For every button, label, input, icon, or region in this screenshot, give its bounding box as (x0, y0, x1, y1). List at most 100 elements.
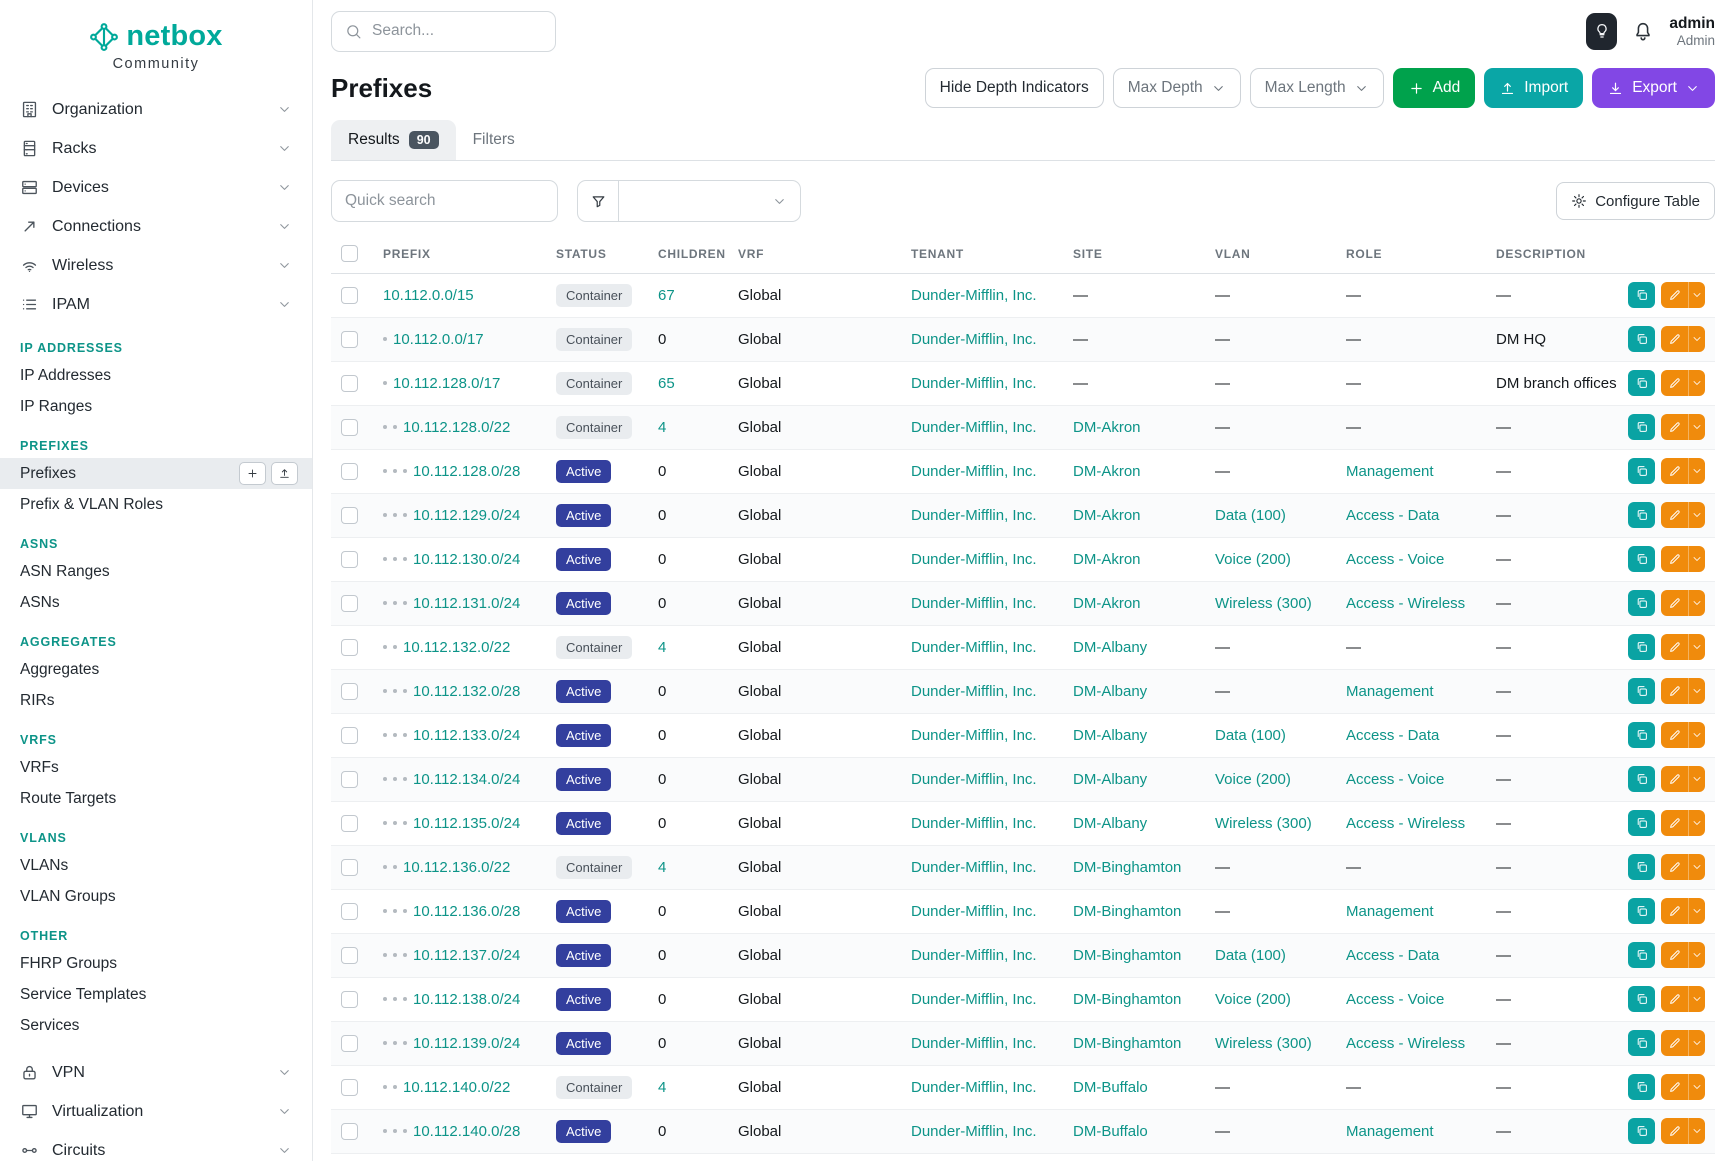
edit-dropdown-caret[interactable] (1688, 590, 1705, 616)
column-header-tenant[interactable]: TENANT (901, 235, 1063, 274)
select-all-checkbox[interactable] (341, 245, 358, 263)
clone-button[interactable] (1628, 678, 1655, 704)
prefix-link[interactable]: 10.112.128.0/17 (393, 374, 501, 392)
tenant-link[interactable]: Dunder-Mifflin, Inc. (911, 1078, 1037, 1096)
prefix-link[interactable]: 10.112.136.0/22 (403, 858, 511, 876)
prefix-link[interactable]: 10.112.135.0/24 (413, 814, 521, 832)
role-link[interactable]: Access - Voice (1346, 770, 1445, 788)
tenant-link[interactable]: Dunder-Mifflin, Inc. (911, 374, 1037, 392)
notifications-button[interactable] (1632, 20, 1654, 42)
children-link[interactable]: 4 (658, 858, 667, 876)
prefix-link[interactable]: 10.112.140.0/28 (413, 1122, 521, 1140)
tenant-link[interactable]: Dunder-Mifflin, Inc. (911, 1122, 1037, 1140)
edit-button[interactable] (1661, 282, 1705, 308)
site-link[interactable]: DM-Binghamton (1073, 946, 1182, 964)
edit-button[interactable] (1661, 414, 1705, 440)
prefix-link[interactable]: 10.112.0.0/15 (383, 286, 474, 304)
edit-dropdown-caret[interactable] (1688, 986, 1705, 1012)
clone-button[interactable] (1628, 458, 1655, 484)
row-checkbox[interactable] (341, 1122, 358, 1140)
prefix-link[interactable]: 10.112.131.0/24 (413, 594, 521, 612)
role-link[interactable]: Management (1346, 462, 1434, 480)
edit-button[interactable] (1661, 722, 1705, 748)
sidebar-link-ip-addresses[interactable]: IP Addresses (0, 360, 312, 391)
edit-button[interactable] (1661, 1118, 1705, 1144)
site-link[interactable]: DM-Albany (1073, 770, 1148, 788)
theme-toggle-button[interactable] (1586, 12, 1618, 50)
edit-button[interactable] (1661, 810, 1705, 836)
filter-button[interactable] (577, 180, 619, 222)
clone-button[interactable] (1628, 766, 1655, 792)
export-button[interactable]: Export (1592, 68, 1715, 108)
column-header-prefix[interactable]: PREFIX (373, 235, 546, 274)
sidebar-item-circuits[interactable]: Circuits (0, 1131, 312, 1161)
role-link[interactable]: Access - Wireless (1346, 594, 1466, 612)
site-link[interactable]: DM-Binghamton (1073, 990, 1182, 1008)
sidebar-link-service-templates[interactable]: Service Templates (0, 979, 312, 1010)
edit-dropdown-caret[interactable] (1688, 502, 1705, 528)
sidebar-item-devices[interactable]: Devices (0, 168, 312, 207)
sidebar-item-virtualization[interactable]: Virtualization (0, 1092, 312, 1131)
role-link[interactable]: Access - Voice (1346, 990, 1445, 1008)
edit-dropdown-caret[interactable] (1688, 678, 1705, 704)
row-checkbox[interactable] (341, 330, 358, 348)
edit-dropdown-caret[interactable] (1688, 1074, 1705, 1100)
row-checkbox[interactable] (341, 1078, 358, 1096)
children-link[interactable]: 67 (658, 286, 675, 304)
sidebar-link-vlans[interactable]: VLANs (0, 850, 312, 881)
role-link[interactable]: Access - Data (1346, 506, 1440, 524)
sidebar-item-organization[interactable]: Organization (0, 90, 312, 129)
edit-button[interactable] (1661, 986, 1705, 1012)
role-link[interactable]: Management (1346, 1122, 1434, 1140)
site-link[interactable]: DM-Albany (1073, 638, 1148, 656)
filter-value-select[interactable] (619, 180, 801, 222)
edit-button[interactable] (1661, 1074, 1705, 1100)
row-checkbox[interactable] (341, 726, 358, 744)
prefix-link[interactable]: 10.112.132.0/28 (413, 682, 521, 700)
prefix-link[interactable]: 10.112.0.0/17 (393, 330, 484, 348)
edit-dropdown-caret[interactable] (1688, 810, 1705, 836)
edit-dropdown-caret[interactable] (1688, 898, 1705, 924)
edit-button[interactable] (1661, 502, 1705, 528)
edit-dropdown-caret[interactable] (1688, 370, 1705, 396)
edit-dropdown-caret[interactable] (1688, 766, 1705, 792)
row-checkbox[interactable] (341, 1034, 358, 1052)
row-checkbox[interactable] (341, 286, 358, 304)
row-checkbox[interactable] (341, 638, 358, 656)
row-checkbox[interactable] (341, 946, 358, 964)
tenant-link[interactable]: Dunder-Mifflin, Inc. (911, 682, 1037, 700)
sidebar-link-prefix-vlan-roles[interactable]: Prefix & VLAN Roles (0, 489, 312, 520)
clone-button[interactable] (1628, 722, 1655, 748)
tab-results[interactable]: Results 90 (331, 120, 456, 160)
edit-button[interactable] (1661, 634, 1705, 660)
sidebar-link-rirs[interactable]: RIRs (0, 685, 312, 716)
edit-dropdown-caret[interactable] (1688, 722, 1705, 748)
tenant-link[interactable]: Dunder-Mifflin, Inc. (911, 814, 1037, 832)
hide-depth-indicators-button[interactable]: Hide Depth Indicators (924, 68, 1104, 108)
prefix-link[interactable]: 10.112.129.0/24 (413, 506, 521, 524)
tenant-link[interactable]: Dunder-Mifflin, Inc. (911, 330, 1037, 348)
clone-button[interactable] (1628, 1030, 1655, 1056)
clone-button[interactable] (1628, 414, 1655, 440)
sidebar-link-fhrp-groups[interactable]: FHRP Groups (0, 948, 312, 979)
row-checkbox[interactable] (341, 462, 358, 480)
tenant-link[interactable]: Dunder-Mifflin, Inc. (911, 1034, 1037, 1052)
site-link[interactable]: DM-Albany (1073, 814, 1148, 832)
site-link[interactable]: DM-Akron (1073, 506, 1141, 524)
tenant-link[interactable]: Dunder-Mifflin, Inc. (911, 550, 1037, 568)
role-link[interactable]: Access - Data (1346, 946, 1440, 964)
site-link[interactable]: DM-Binghamton (1073, 902, 1182, 920)
column-header-description[interactable]: DESCRIPTION (1486, 235, 1611, 274)
clone-button[interactable] (1628, 1118, 1655, 1144)
row-checkbox[interactable] (341, 682, 358, 700)
edit-button[interactable] (1661, 546, 1705, 572)
role-link[interactable]: Access - Data (1346, 726, 1440, 744)
edit-button[interactable] (1661, 590, 1705, 616)
tenant-link[interactable]: Dunder-Mifflin, Inc. (911, 946, 1037, 964)
prefix-link[interactable]: 10.112.136.0/28 (413, 902, 521, 920)
children-link[interactable]: 4 (658, 638, 667, 656)
row-checkbox[interactable] (341, 814, 358, 832)
tenant-link[interactable]: Dunder-Mifflin, Inc. (911, 594, 1037, 612)
site-link[interactable]: DM-Binghamton (1073, 858, 1182, 876)
prefix-link[interactable]: 10.112.130.0/24 (413, 550, 521, 568)
